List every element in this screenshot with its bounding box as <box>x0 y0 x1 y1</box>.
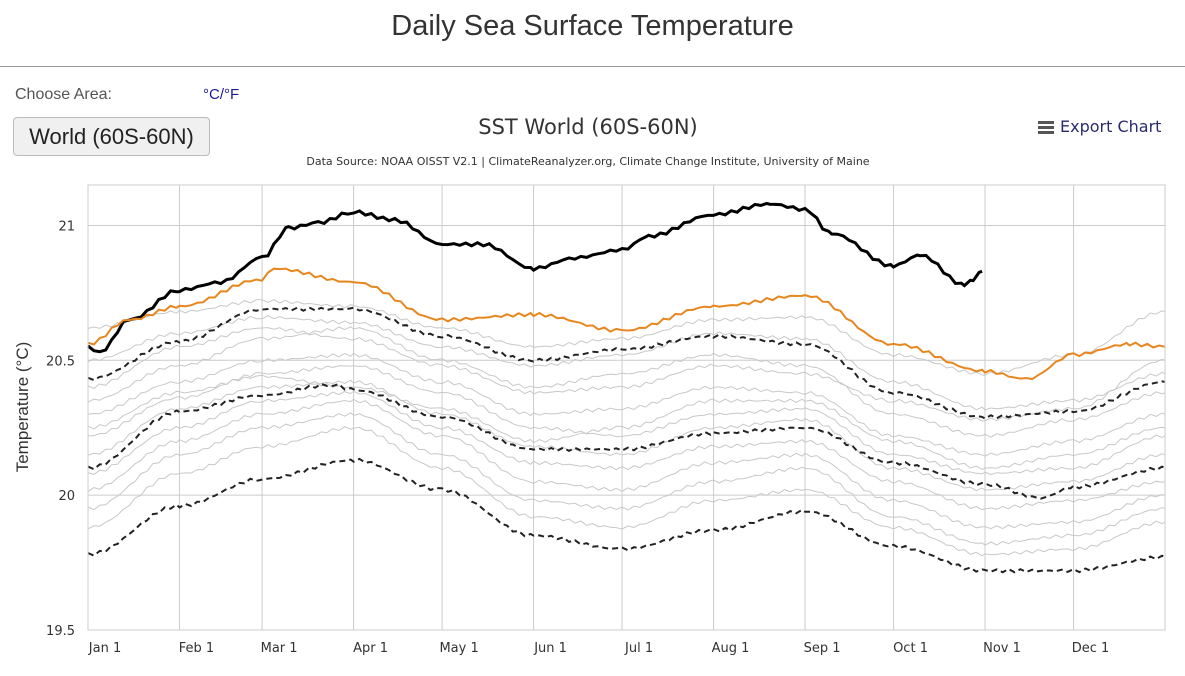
year-series-line <box>87 365 1166 476</box>
previous-series-line <box>87 267 1166 381</box>
page-title: Daily Sea Surface Temperature <box>391 10 794 42</box>
x-tick-label: May 1 <box>439 641 478 656</box>
area-select-button[interactable]: World (60S-60N) <box>13 117 210 156</box>
minus-2-sigma-series-line <box>87 457 1166 574</box>
x-tick-label: Apr 1 <box>353 641 388 656</box>
plot-frame <box>87 184 1166 631</box>
x-tick-label: Sep 1 <box>804 641 841 656</box>
year-series-line <box>87 412 1166 546</box>
y-tick-label: 20 <box>58 489 75 504</box>
year-series-line <box>87 426 1166 557</box>
year-series-line <box>87 327 1166 422</box>
divider <box>0 66 1185 67</box>
year-series-line <box>87 398 1166 530</box>
mean-series-line <box>87 382 1166 500</box>
x-tick-label: Jan 1 <box>88 641 121 656</box>
x-tick-label: Oct 1 <box>893 641 928 656</box>
year-series-line <box>87 299 1166 376</box>
x-tick-label: Dec 1 <box>1072 641 1110 656</box>
choose-area-label: Choose Area: <box>15 86 112 103</box>
x-tick-label: Feb 1 <box>179 641 214 656</box>
y-tick-label: 20.5 <box>46 354 75 369</box>
current-series-line <box>87 201 983 354</box>
year-series-line <box>87 352 1166 457</box>
year-series-line <box>87 315 1166 411</box>
x-tick-label: Jun 1 <box>533 641 567 656</box>
chart-title: SST World (60S-60N) <box>478 115 697 139</box>
export-chart-label: Export Chart <box>1060 117 1162 136</box>
year-series-line <box>87 379 1166 492</box>
plus-2-sigma-series-line <box>87 306 1166 420</box>
x-tick-label: Nov 1 <box>983 641 1021 656</box>
y-tick-label: 19.5 <box>46 624 75 639</box>
y-axis-label: Temperature (°C) <box>13 342 32 473</box>
hamburger-menu-icon <box>1038 119 1054 136</box>
year-series-line <box>87 326 1166 438</box>
x-tick-label: Aug 1 <box>712 641 750 656</box>
year-series-line <box>87 374 1166 470</box>
x-tick-label: Mar 1 <box>261 641 298 656</box>
x-tick-label: Jul 1 <box>624 641 653 656</box>
export-chart-button[interactable]: Export Chart <box>1038 117 1161 136</box>
year-series-line <box>87 390 1166 511</box>
unit-toggle-link[interactable]: °C/°F <box>203 86 240 103</box>
y-tick-label: 21 <box>58 219 75 234</box>
chart-subtitle: Data Source: NOAA OISST V2.1 | ClimateRe… <box>306 155 869 168</box>
